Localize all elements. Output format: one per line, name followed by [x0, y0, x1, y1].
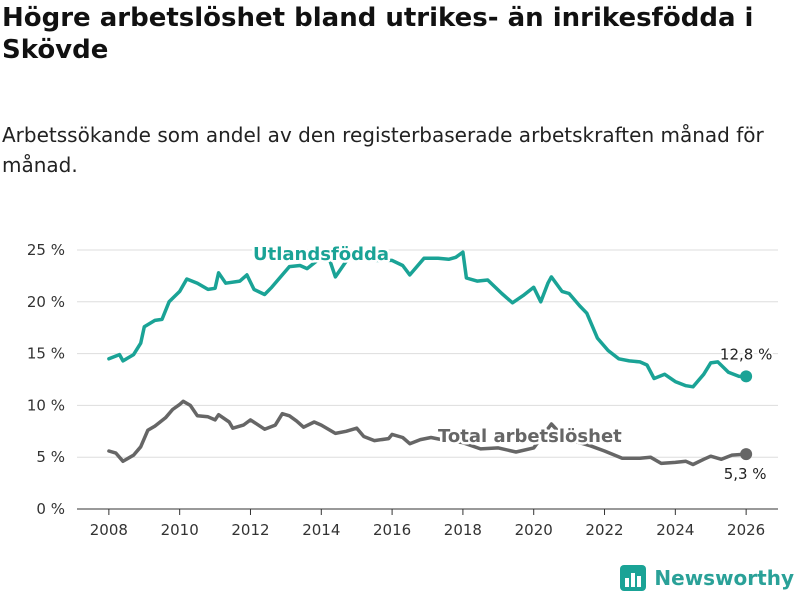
x-tick-label: 2010 [161, 521, 199, 539]
x-tick-label: 2016 [373, 521, 411, 539]
series-label-utlandsfodda: Utlandsfödda [253, 244, 389, 265]
chart-subtitle: Arbetssökande som andel av den registerb… [2, 123, 764, 177]
series-label-total: Total arbetslöshet [438, 426, 622, 447]
series-end-point [740, 370, 753, 383]
x-tick-label: 2014 [302, 521, 340, 539]
bar-chart-icon [620, 565, 647, 591]
x-tick-label: 2018 [444, 521, 482, 539]
x-tick-label: 2024 [656, 521, 694, 539]
newsworthy-logo[interactable]: Newsworthy [620, 564, 794, 592]
x-tick-label: 2022 [585, 521, 623, 539]
y-tick-label: 5 % [36, 448, 65, 466]
series-line-utlandsfodda [107, 250, 748, 389]
x-tick-label: 2026 [727, 521, 765, 539]
y-tick-label: 25 % [27, 241, 65, 259]
series-end-point [740, 448, 753, 461]
x-tick-label: 2020 [515, 521, 553, 539]
y-tick-label: 15 % [27, 345, 65, 363]
x-tick-label: 2012 [231, 521, 269, 539]
brand-name: Newsworthy [654, 566, 794, 590]
series-line-total [107, 399, 748, 467]
y-tick-label: 0 % [36, 500, 65, 518]
end-value-label-utlandsfodda: 12,8 % [720, 345, 772, 363]
x-tick-label: 2008 [90, 521, 128, 539]
end-value-label-total: 5,3 % [724, 465, 767, 483]
y-tick-label: 20 % [27, 293, 65, 311]
chart-title: Högre arbetslöshet bland utrikes- än inr… [2, 3, 754, 65]
y-tick-label: 10 % [27, 396, 65, 414]
